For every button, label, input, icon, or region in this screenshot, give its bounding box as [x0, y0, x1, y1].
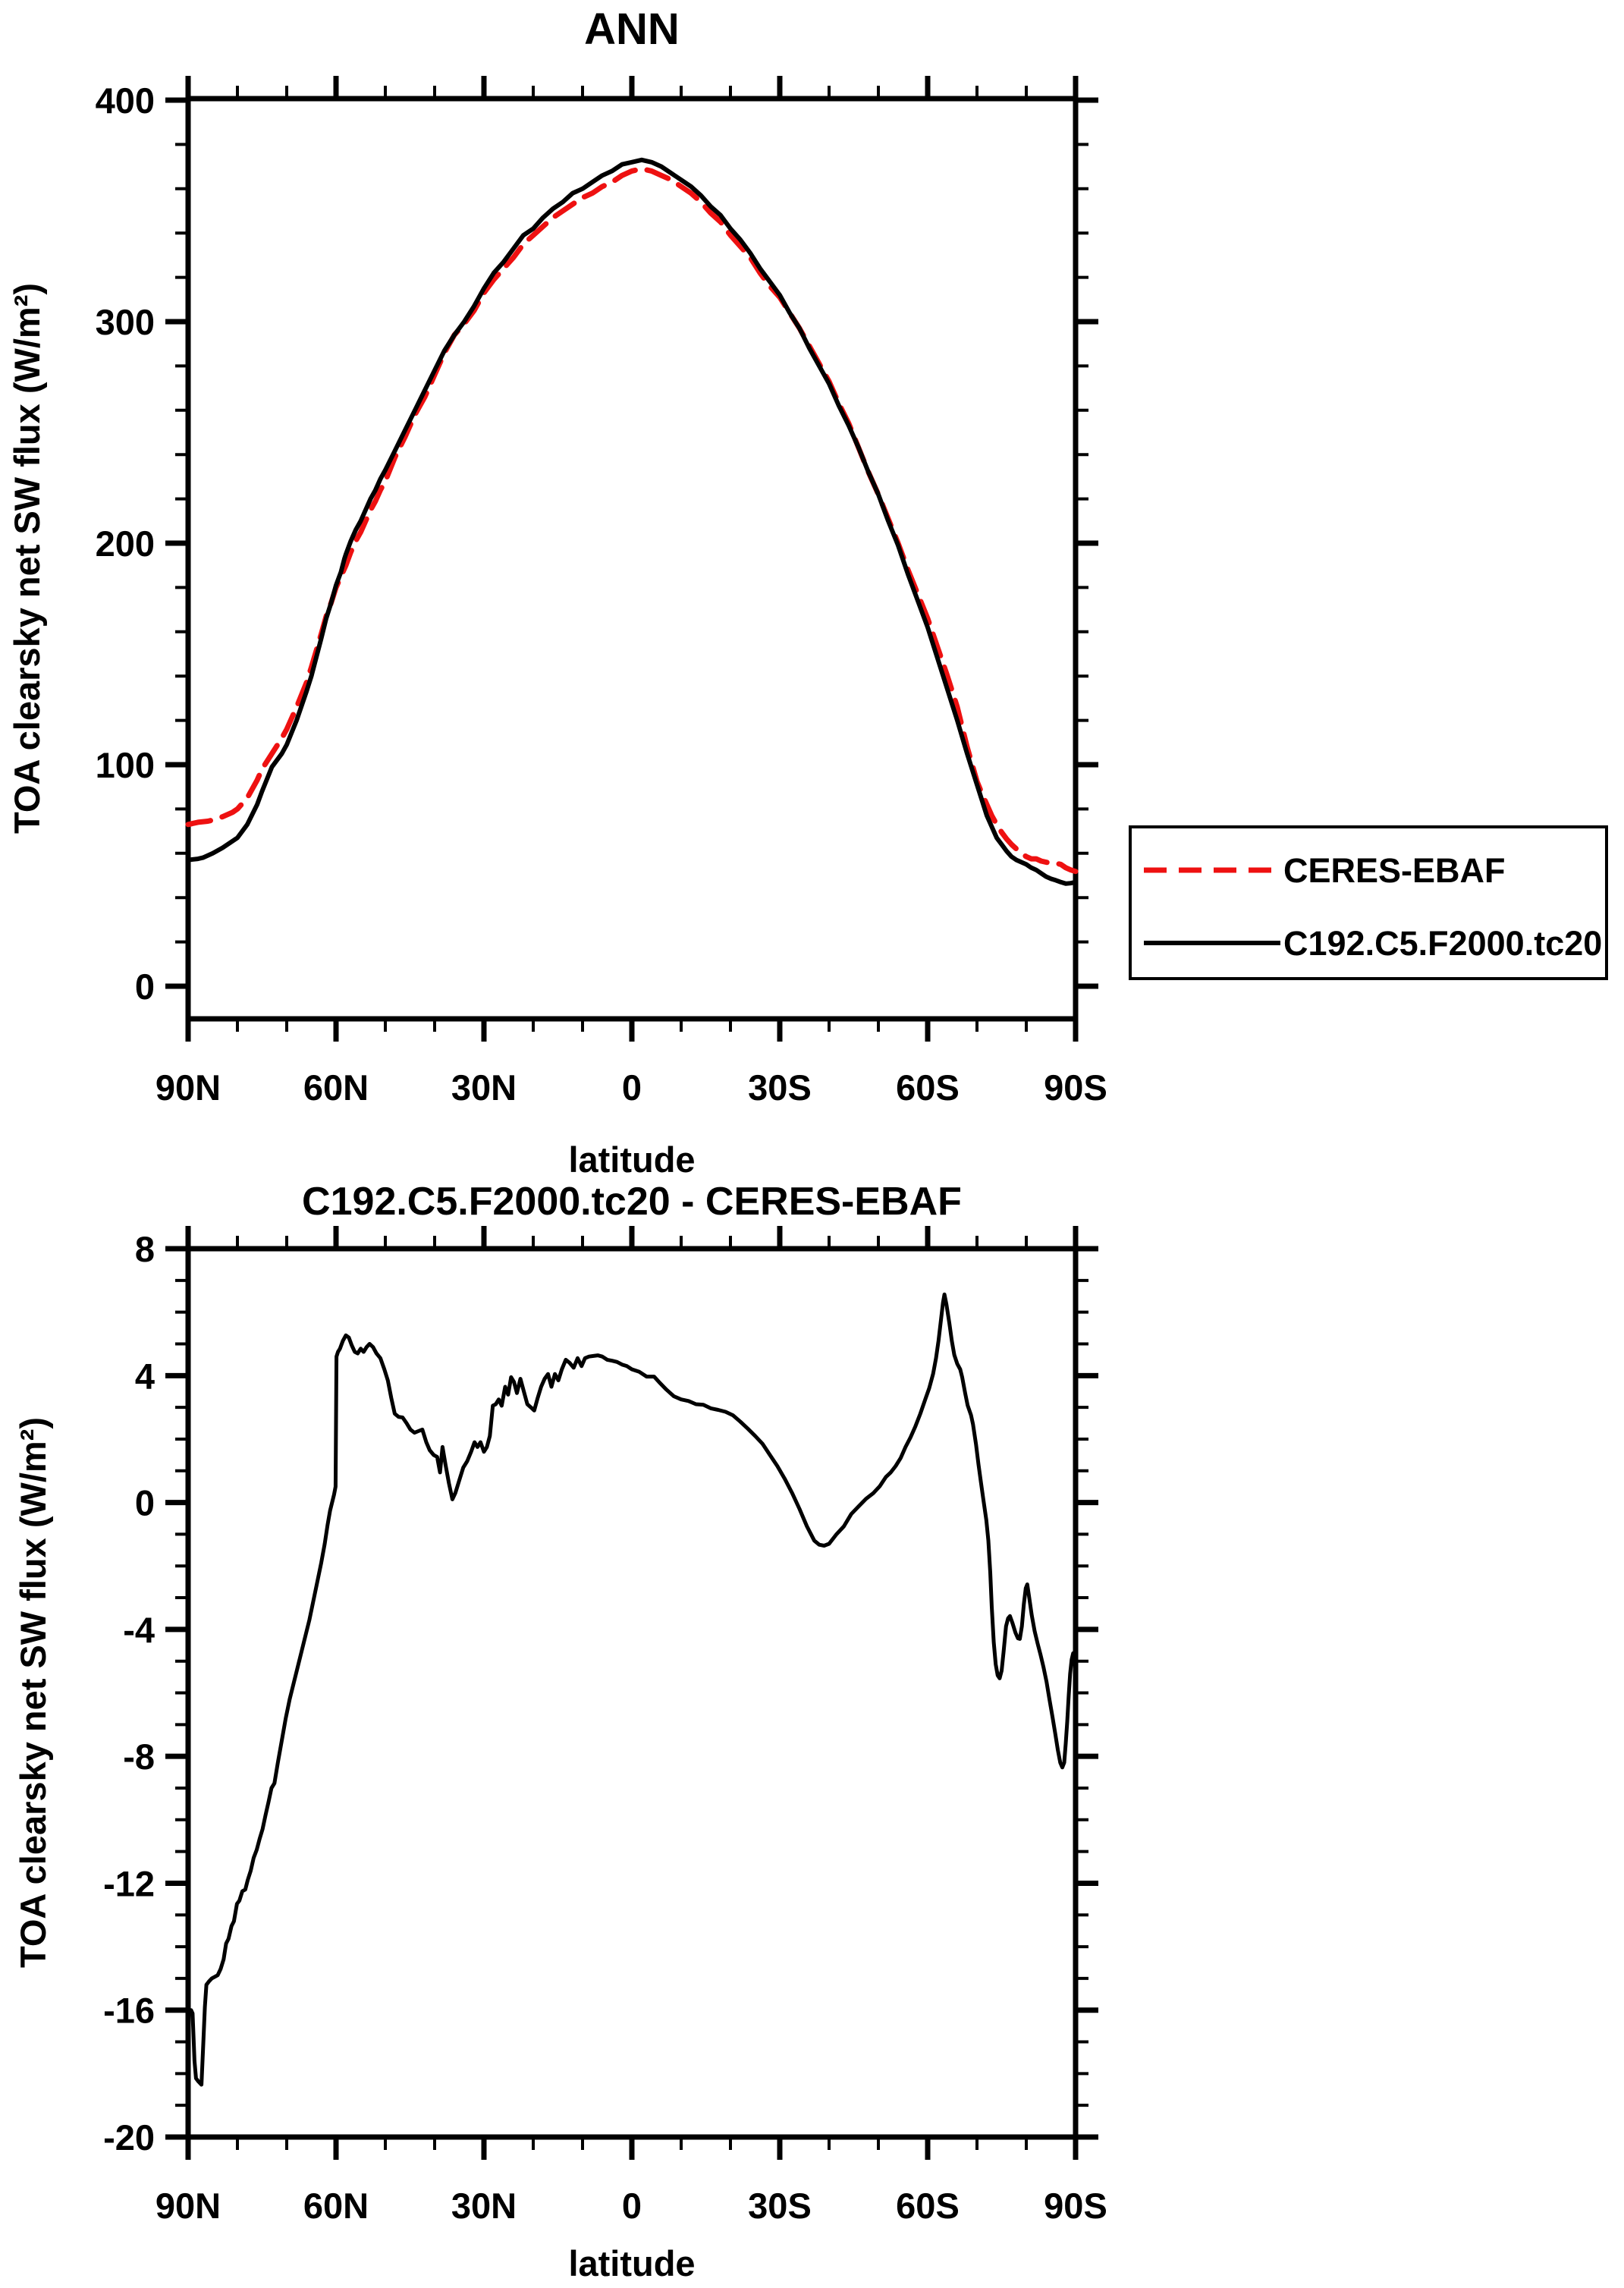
- top-panel-ticks: 90N 60N 30N 0 30S 60S 90S 0 100 200 300 400: [96, 76, 1107, 1108]
- y-tick-label: -8: [123, 1736, 155, 1777]
- y-tick-label: 0: [135, 966, 155, 1007]
- x-tick-label: 90S: [1044, 1067, 1107, 1108]
- y-tick-label: 8: [135, 1229, 155, 1269]
- series-c192-c5-f2000-tc20: [186, 157, 1078, 886]
- top-panel-curves: [185, 157, 1079, 886]
- legend-box: [1129, 825, 1608, 980]
- x-tick-label: 60S: [896, 1067, 960, 1108]
- legend-label-model: C192.C5.F2000.tc20: [1283, 924, 1602, 963]
- top-panel-title: ANN: [584, 5, 680, 54]
- x-tick-label: 30N: [451, 2186, 517, 2226]
- x-tick-label: 60N: [303, 1067, 369, 1108]
- x-tick-label: 90S: [1044, 2186, 1107, 2226]
- bottom-panel-xlabel: latitude: [568, 2243, 695, 2283]
- bottom-panel-ticks: 90N 60N 30N 0 30S 60S 90S -20 -16 -12 -8 -4 0 4 8: [103, 1226, 1107, 2226]
- legend-label-ceres: CERES-EBAF: [1283, 851, 1506, 890]
- y-tick-label: -20: [103, 2117, 155, 2158]
- y-tick-label: 200: [96, 523, 155, 564]
- bottom-panel-title: C192.C5.F2000.tc20 - CERES-EBAF: [302, 1180, 962, 1224]
- legend: CERES-EBAF C192.C5.F2000.tc20: [1129, 825, 1608, 980]
- top-panel-axis-frame: [185, 96, 1079, 1022]
- x-tick-label: 90N: [155, 2186, 221, 2226]
- y-tick-label: -12: [103, 1863, 155, 1903]
- y-tick-label: -16: [103, 1991, 155, 2031]
- y-tick-label: 0: [135, 1483, 155, 1523]
- bottom-panel-ylabel: TOA clearsky net SW flux (W/m²): [13, 1417, 53, 1968]
- bottom-panel-curves: [186, 1292, 1078, 2087]
- bottom-panel-axis-frame: [185, 1246, 1079, 2140]
- x-tick-label: 60S: [896, 2186, 960, 2226]
- x-tick-label: 0: [622, 1067, 642, 1108]
- y-tick-label: 100: [96, 745, 155, 785]
- series-difference: [186, 1292, 1078, 2087]
- y-tick-label: 4: [135, 1356, 155, 1396]
- x-tick-label: 60N: [303, 2186, 369, 2226]
- top-panel-ylabel: TOA clearsky net SW flux (W/m²): [7, 283, 47, 834]
- top-panel: ANN 90N 60N 30N 0 30S 60S 90S 0 100 200 300 400 TOA…: [7, 5, 1608, 1180]
- x-tick-label: 30S: [748, 1067, 812, 1108]
- y-tick-label: 300: [96, 302, 155, 342]
- y-tick-label: -4: [123, 1610, 155, 1650]
- x-tick-label: 90N: [155, 1067, 221, 1108]
- x-tick-label: 0: [622, 2186, 642, 2226]
- x-tick-label: 30N: [451, 1067, 517, 1108]
- top-panel-xlabel: latitude: [568, 1139, 695, 1180]
- bottom-panel: C192.C5.F2000.tc20 - CERES-EBAF 90N 60N 30…: [13, 1180, 1107, 2283]
- y-tick-label: 400: [96, 80, 155, 121]
- series-ceres-ebaf: [185, 166, 1079, 875]
- x-tick-label: 30S: [748, 2186, 812, 2226]
